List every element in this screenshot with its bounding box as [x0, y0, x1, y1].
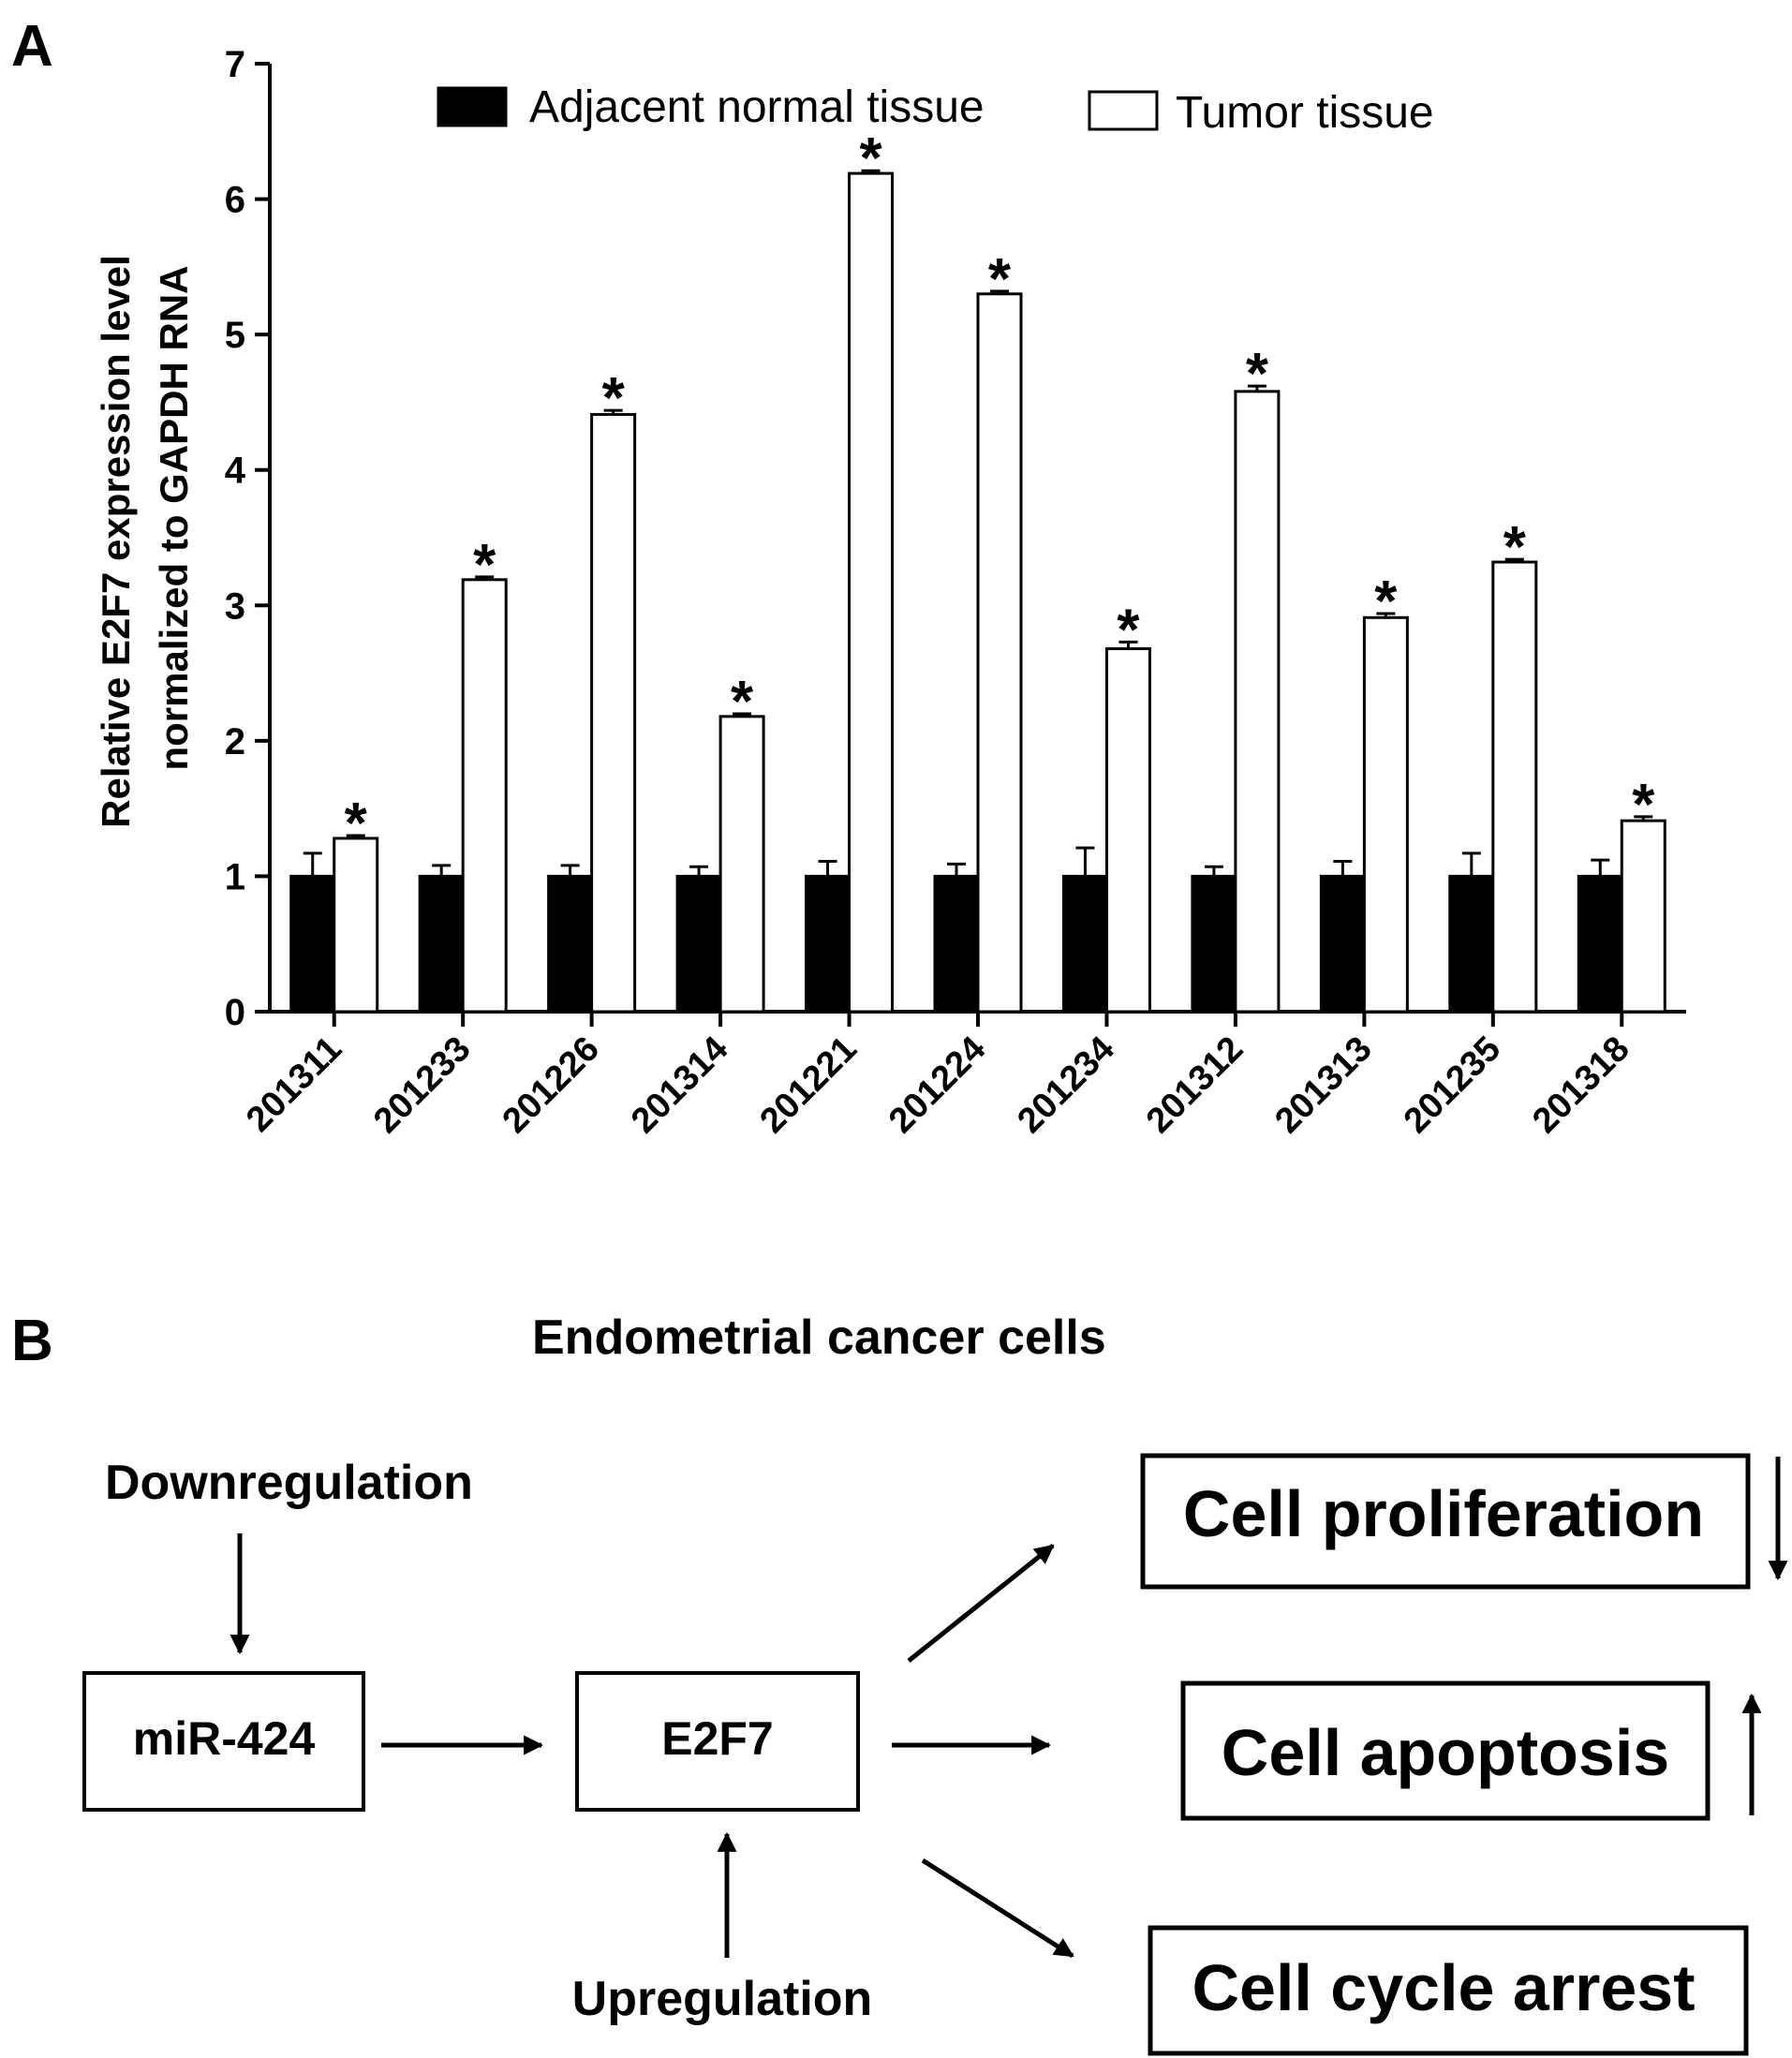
x-tick-label: 201224 [881, 1029, 993, 1141]
significance-star: * [988, 247, 1012, 312]
downregulation-label: Downregulation [105, 1456, 473, 1510]
bar-tumor [333, 837, 379, 1014]
bar-normal [1319, 874, 1366, 1014]
y-tick-label: 2 [225, 721, 245, 762]
y-tick-label: 0 [225, 992, 245, 1033]
x-tick-label: 201226 [496, 1029, 607, 1141]
y-axis-label-line2: normalized to GAPDH RNA [152, 265, 196, 770]
apoptosis-box [1180, 1680, 1711, 1821]
bars: * * * * * * * * * * * [289, 126, 1666, 1014]
bar-group: * [1577, 773, 1666, 1014]
proliferation-box-label: Cell proliferation [1183, 1477, 1704, 1550]
x-axis: 201311 201233 201226 201314 201221 201224 2012… [239, 1010, 1686, 1141]
bar-group: * [675, 670, 765, 1014]
y-tick-label: 1 [225, 856, 245, 897]
y-tick-label: 7 [225, 44, 245, 85]
bar-normal [1061, 874, 1108, 1014]
bar-group: * [547, 366, 637, 1014]
y-tick-label: 4 [225, 451, 246, 492]
bar-group: * [289, 792, 379, 1014]
e2f7-box-label: E2F7 [661, 1712, 774, 1765]
significance-star: * [731, 670, 754, 734]
significance-star: * [1503, 515, 1527, 580]
y-axis-label: Relative E2F7 expression level normalize… [94, 255, 196, 828]
bar-normal [1448, 874, 1495, 1014]
bar-group: * [1319, 570, 1409, 1014]
bar-tumor [976, 292, 1023, 1014]
bar-group: * [933, 247, 1023, 1014]
y-tick-label: 3 [225, 585, 245, 627]
bar-normal [547, 874, 594, 1014]
bar-normal [675, 874, 722, 1014]
x-tick-label: 201311 [239, 1029, 349, 1140]
significance-star: * [1632, 773, 1655, 837]
bar-tumor [461, 578, 508, 1014]
x-tick-label: 201234 [1010, 1029, 1121, 1141]
bar-normal [1577, 874, 1623, 1014]
x-tick-label: 201221 [753, 1029, 865, 1141]
bar-tumor [1104, 647, 1151, 1014]
bar-tumor [718, 715, 765, 1014]
legend-label-normal: Adjacent normal tissue [529, 82, 985, 132]
x-tick-label: 201313 [1267, 1029, 1379, 1141]
panel-a-label: A [11, 14, 53, 79]
bar-group: * [1061, 598, 1151, 1014]
bar-tumor [848, 171, 895, 1014]
y-tick-label: 5 [225, 315, 245, 356]
legend-label-tumor: Tumor tissue [1176, 88, 1434, 138]
y-axis-label-line1: Relative E2F7 expression level [94, 255, 138, 828]
x-tick-label: 201314 [624, 1029, 735, 1141]
legend: Adjacent normal tissue Tumor tissue [437, 82, 1434, 138]
apoptosis-box-label: Cell apoptosis [1222, 1716, 1669, 1789]
bar-normal [1191, 874, 1237, 1014]
significance-star: * [473, 533, 496, 598]
mir-box-label: miR-424 [133, 1712, 316, 1765]
arrow-to-proliferation [907, 1544, 1055, 1663]
panel-b-label: B [11, 1309, 53, 1373]
x-tick-label: 201235 [1397, 1029, 1508, 1141]
bar-group: * [805, 126, 895, 1014]
bar-tumor [1234, 390, 1281, 1014]
bar-tumor [1491, 560, 1538, 1014]
significance-star: * [1374, 570, 1398, 634]
y-axis: 0 1 2 3 4 5 6 7 [225, 44, 272, 1033]
upregulation-label: Upregulation [572, 1972, 873, 2026]
significance-star: * [859, 126, 882, 191]
mir-box [82, 1671, 365, 1812]
bar-normal [418, 874, 465, 1014]
bar-normal [805, 874, 852, 1014]
x-tick-label: 201312 [1139, 1029, 1251, 1141]
arrow-to-cycle-arrest [921, 1858, 1074, 1959]
panel-b-title: Endometrial cancer cells [532, 1310, 1106, 1365]
legend-swatch-tumor [1088, 90, 1159, 131]
x-tick-label: 201318 [1525, 1029, 1636, 1141]
y-tick-label: 6 [225, 180, 245, 221]
significance-star: * [1117, 598, 1140, 662]
proliferation-box [1140, 1453, 1751, 1590]
bar-tumor [1362, 615, 1409, 1014]
bar-tumor [590, 412, 637, 1014]
bar-group: * [418, 533, 508, 1014]
significance-star: * [602, 366, 626, 431]
significance-star: * [1246, 342, 1269, 407]
x-tick-label: 201233 [366, 1029, 478, 1141]
cycle-arrest-box-label: Cell cycle arrest [1192, 1951, 1695, 2024]
cycle-arrest-box [1148, 1925, 1749, 2056]
bar-normal [933, 874, 980, 1014]
significance-star: * [345, 792, 368, 856]
bar-normal [289, 874, 336, 1014]
bar-tumor [1620, 819, 1666, 1014]
bar-group: * [1448, 515, 1538, 1014]
legend-swatch-normal [437, 86, 508, 127]
bar-group: * [1191, 342, 1281, 1014]
e2f7-box [575, 1671, 860, 1812]
